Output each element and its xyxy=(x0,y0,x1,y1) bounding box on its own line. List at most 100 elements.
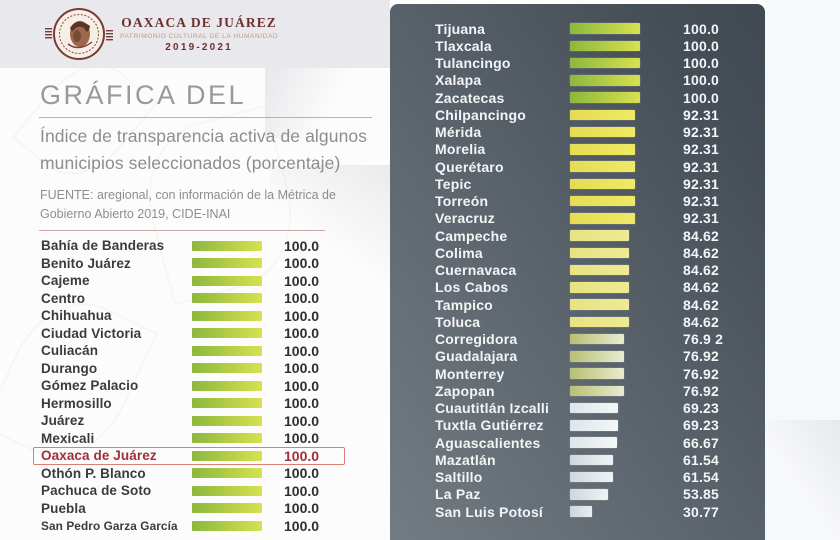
bar-track xyxy=(570,230,640,241)
value-label: 100.0 xyxy=(683,37,720,54)
municipality-label: Xalapa xyxy=(435,72,482,89)
org-subtitle: PATRIMONIO CULTURAL DE LA HUMANIDAD xyxy=(120,33,279,40)
value-label: 100.0 xyxy=(683,72,720,89)
value-bar xyxy=(570,92,640,103)
municipality-label: Bahía de Banderas xyxy=(41,238,165,254)
value-label: 100.0 xyxy=(284,255,320,272)
municipality-label: Durango xyxy=(41,360,98,376)
municipality-label: Los Cabos xyxy=(435,279,509,296)
bar-row-zacatecas: Zacatecas 100.0 xyxy=(390,89,765,106)
municipality-label: Tlaxcala xyxy=(435,37,492,54)
value-bar xyxy=(192,520,262,531)
value-label: 76.92 xyxy=(683,365,720,382)
bar-track xyxy=(570,144,640,155)
bar-track xyxy=(570,316,640,328)
value-bar xyxy=(192,415,262,426)
bar-row-culiacan: Culiacán 100.0 xyxy=(33,342,345,360)
municipality-label: Chilpancingo xyxy=(435,106,527,123)
value-bar xyxy=(570,195,635,207)
value-bar xyxy=(570,437,617,448)
org-name: OAXACA DE JUÁREZ xyxy=(121,15,277,30)
value-bar xyxy=(570,213,635,224)
value-label: 100.0 xyxy=(284,377,320,394)
bar-track xyxy=(570,247,640,259)
value-label: 84.62 xyxy=(683,227,720,244)
value-bar xyxy=(192,503,262,514)
bar-row-oaxaca-de-juarez: Oaxaca de Juárez 100.0 xyxy=(33,447,345,465)
bar-track xyxy=(570,57,640,69)
value-bar xyxy=(192,240,262,251)
municipality-label: Tepic xyxy=(435,175,472,192)
value-bar xyxy=(570,57,640,69)
bar-track xyxy=(192,380,262,391)
value-label: 100.0 xyxy=(683,20,720,37)
municipality-label: Tulancingo xyxy=(435,55,511,72)
value-bar xyxy=(192,345,262,356)
bar-row-chilpancingo: Chilpancingo 92.31 xyxy=(390,106,765,123)
background-strip xyxy=(765,0,840,540)
bar-row-toluca: Toluca 84.62 xyxy=(390,313,765,330)
municipality-label: Monterrey xyxy=(435,365,505,382)
bar-row-cuautitlan-izcalli: Cuautitlán Izcalli 69.23 xyxy=(390,400,765,417)
bar-track xyxy=(192,520,262,531)
value-bar xyxy=(570,471,614,483)
source-line2: Gobierno Abierto 2019, CIDE-INAI xyxy=(40,207,231,221)
value-bar xyxy=(192,450,262,461)
bar-row-veracruz: Veracruz 92.31 xyxy=(390,210,765,227)
bar-track xyxy=(570,437,640,448)
bar-row-cuernavaca: Cuernavaca 84.62 xyxy=(390,262,765,279)
bar-row-san-pedro-garza-garcia: San Pedro Garza García 100.0 xyxy=(33,517,345,535)
municipality-label: Juárez xyxy=(41,413,85,429)
bar-row-merida: Mérida 92.31 xyxy=(390,124,765,141)
right-panel: Tijuana 100.0 Tlaxcala 100.0 Tulancingo 100.0… xyxy=(390,4,765,540)
municipal-seal-icon xyxy=(45,8,113,60)
value-bar xyxy=(570,402,619,414)
value-label: 92.31 xyxy=(683,175,720,192)
bar-row-monterrey: Monterrey 76.92 xyxy=(390,365,765,382)
municipality-label: Puebla xyxy=(41,500,86,516)
value-bar xyxy=(570,316,630,328)
value-label: 100.0 xyxy=(284,272,320,289)
bar-row-tulancingo: Tulancingo 100.0 xyxy=(390,55,765,72)
bar-track xyxy=(192,310,262,321)
divider-line xyxy=(39,230,325,231)
divider-line xyxy=(39,117,372,118)
header-band: OAXACA DE JUÁREZ PATRIMONIO CULTURAL DE … xyxy=(0,0,390,68)
municipal-logo: OAXACA DE JUÁREZ PATRIMONIO CULTURAL DE … xyxy=(44,6,278,62)
value-label: 100.0 xyxy=(284,482,320,499)
value-bar xyxy=(570,368,624,379)
value-bar xyxy=(570,385,624,397)
bar-row-saltillo: Saltillo 61.54 xyxy=(390,469,765,486)
bar-track xyxy=(570,126,640,138)
bar-track xyxy=(570,40,640,52)
municipality-label: Tampico xyxy=(435,296,493,313)
value-bar xyxy=(192,293,262,304)
value-bar xyxy=(570,247,630,259)
municipality-label: Ciudad Victoria xyxy=(41,325,142,341)
value-bar xyxy=(192,485,262,496)
bar-row-san-luis-potosi: San Luis Potosí 30.77 xyxy=(390,503,765,520)
municipality-label: Toluca xyxy=(435,313,481,330)
bar-track xyxy=(570,402,640,414)
bar-track xyxy=(570,264,640,276)
municipality-label: La Paz xyxy=(435,486,481,503)
logo-text-block: OAXACA DE JUÁREZ PATRIMONIO CULTURAL DE … xyxy=(120,15,278,53)
municipality-label: Colima xyxy=(435,244,483,261)
value-label: 100.0 xyxy=(284,465,320,482)
bar-row-tlaxcala: Tlaxcala 100.0 xyxy=(390,37,765,54)
bar-track xyxy=(192,398,262,409)
bar-row-los-cabos: Los Cabos 84.62 xyxy=(390,279,765,296)
municipality-label: Zapopan xyxy=(435,382,495,399)
value-bar xyxy=(192,398,262,409)
value-label: 100.0 xyxy=(284,517,320,534)
municipality-label: Morelia xyxy=(435,141,486,158)
bar-track xyxy=(570,161,640,172)
bar-row-tampico: Tampico 84.62 xyxy=(390,296,765,313)
municipality-label: Saltillo xyxy=(435,469,483,486)
bar-track xyxy=(570,333,640,345)
chart-subtitle-line2: municipios seleccionados (porcentaje) xyxy=(40,153,341,173)
municipality-label: Centro xyxy=(41,290,86,306)
bar-track xyxy=(570,368,640,379)
bar-row-la-paz: La Paz 53.85 xyxy=(390,486,765,503)
